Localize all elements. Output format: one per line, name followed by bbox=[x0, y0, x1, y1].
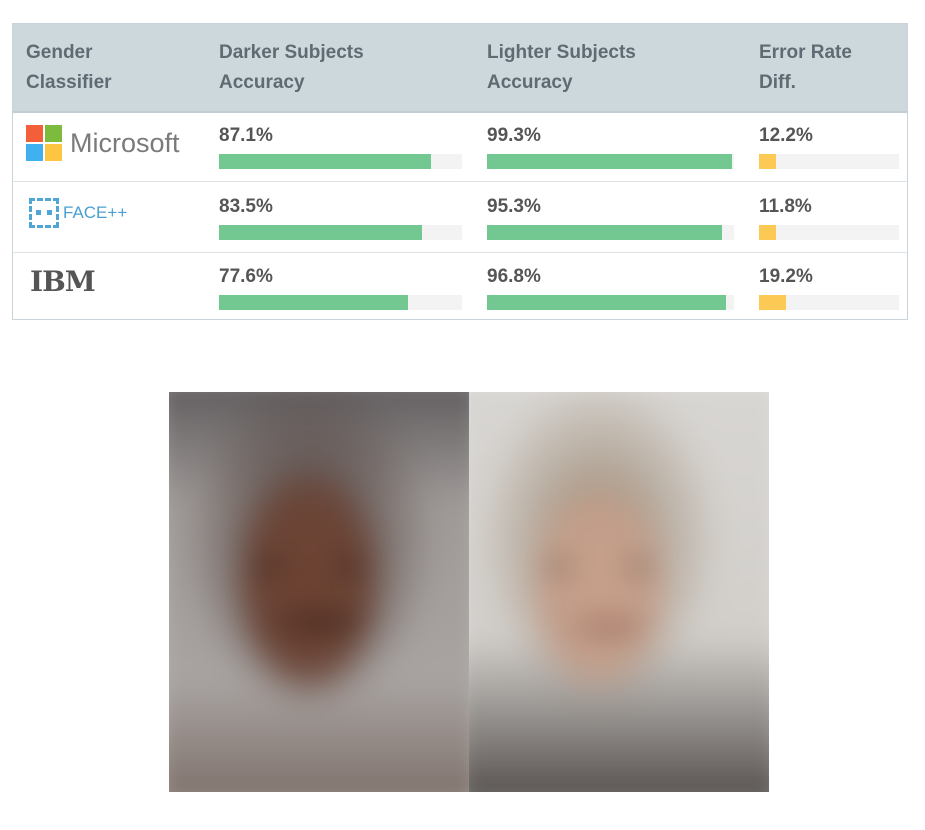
windows-icon bbox=[26, 125, 62, 161]
header-line: Classifier bbox=[26, 72, 112, 93]
header-gender-classifier: Gender Classifier bbox=[26, 38, 112, 98]
diff-value: 12.2% bbox=[759, 125, 813, 146]
header-line: Gender bbox=[26, 42, 93, 63]
classifier-accuracy-table: Gender Classifier Darker Subjects Accuracy… bbox=[12, 23, 908, 320]
header-error-rate-diff: Error Rate Diff. bbox=[759, 38, 852, 98]
table-row-microsoft: Microsoft 87.1% 99.3% 12.2% bbox=[13, 111, 907, 182]
lighter-value: 95.3% bbox=[487, 196, 541, 217]
header-lighter-accuracy: Lighter Subjects Accuracy bbox=[487, 38, 636, 98]
darker-bar-track bbox=[219, 225, 462, 240]
header-darker-accuracy: Darker Subjects Accuracy bbox=[219, 38, 364, 98]
diff-bar-track bbox=[759, 225, 899, 240]
diff-bar-track bbox=[759, 154, 899, 169]
diff-value: 19.2% bbox=[759, 266, 813, 287]
lighter-bar-track bbox=[487, 295, 734, 310]
lighter-bar-fill bbox=[487, 154, 733, 169]
diff-value: 11.8% bbox=[759, 196, 812, 217]
average-faces-image bbox=[169, 392, 769, 792]
microsoft-logo: Microsoft bbox=[26, 125, 180, 161]
header-line: Accuracy bbox=[487, 72, 573, 93]
diff-bar-fill bbox=[759, 225, 776, 240]
darker-bar-track bbox=[219, 295, 462, 310]
ibm-logo: IBM bbox=[30, 265, 96, 298]
face-frame-icon bbox=[29, 198, 59, 228]
darker-bar-fill bbox=[219, 225, 422, 240]
header-line: Error Rate bbox=[759, 42, 852, 63]
classifier-name: IBM bbox=[30, 265, 96, 298]
header-line: Accuracy bbox=[219, 72, 305, 93]
lighter-bar-fill bbox=[487, 295, 727, 310]
darker-bar-track bbox=[219, 154, 462, 169]
classifier-name: FACE++ bbox=[63, 203, 128, 222]
lighter-value: 96.8% bbox=[487, 266, 541, 287]
darker-bar-fill bbox=[219, 295, 408, 310]
diff-bar-fill bbox=[759, 295, 786, 310]
lighter-bar-track bbox=[487, 225, 734, 240]
diff-bar-track bbox=[759, 295, 899, 310]
table-header: Gender Classifier Darker Subjects Accuracy… bbox=[13, 24, 907, 113]
classifier-name: Microsoft bbox=[70, 127, 180, 158]
average-darker-face bbox=[169, 392, 469, 792]
darker-bar-fill bbox=[219, 154, 431, 169]
darker-value: 83.5% bbox=[219, 196, 273, 217]
table-row-faceplusplus: FACE++ 83.5% 95.3% 11.8% bbox=[13, 182, 907, 253]
darker-value: 77.6% bbox=[219, 266, 273, 287]
average-lighter-face bbox=[469, 392, 769, 792]
darker-value: 87.1% bbox=[219, 125, 273, 146]
table-row-ibm: IBM 77.6% 96.8% 19.2% bbox=[13, 252, 907, 322]
header-line: Lighter Subjects bbox=[487, 42, 636, 63]
header-line: Darker Subjects bbox=[219, 42, 364, 63]
lighter-bar-track bbox=[487, 154, 734, 169]
diff-bar-fill bbox=[759, 154, 777, 169]
header-line: Diff. bbox=[759, 72, 796, 93]
face-plus-plus-logo: FACE++ bbox=[29, 198, 127, 228]
lighter-bar-fill bbox=[487, 225, 723, 240]
lighter-value: 99.3% bbox=[487, 125, 541, 146]
